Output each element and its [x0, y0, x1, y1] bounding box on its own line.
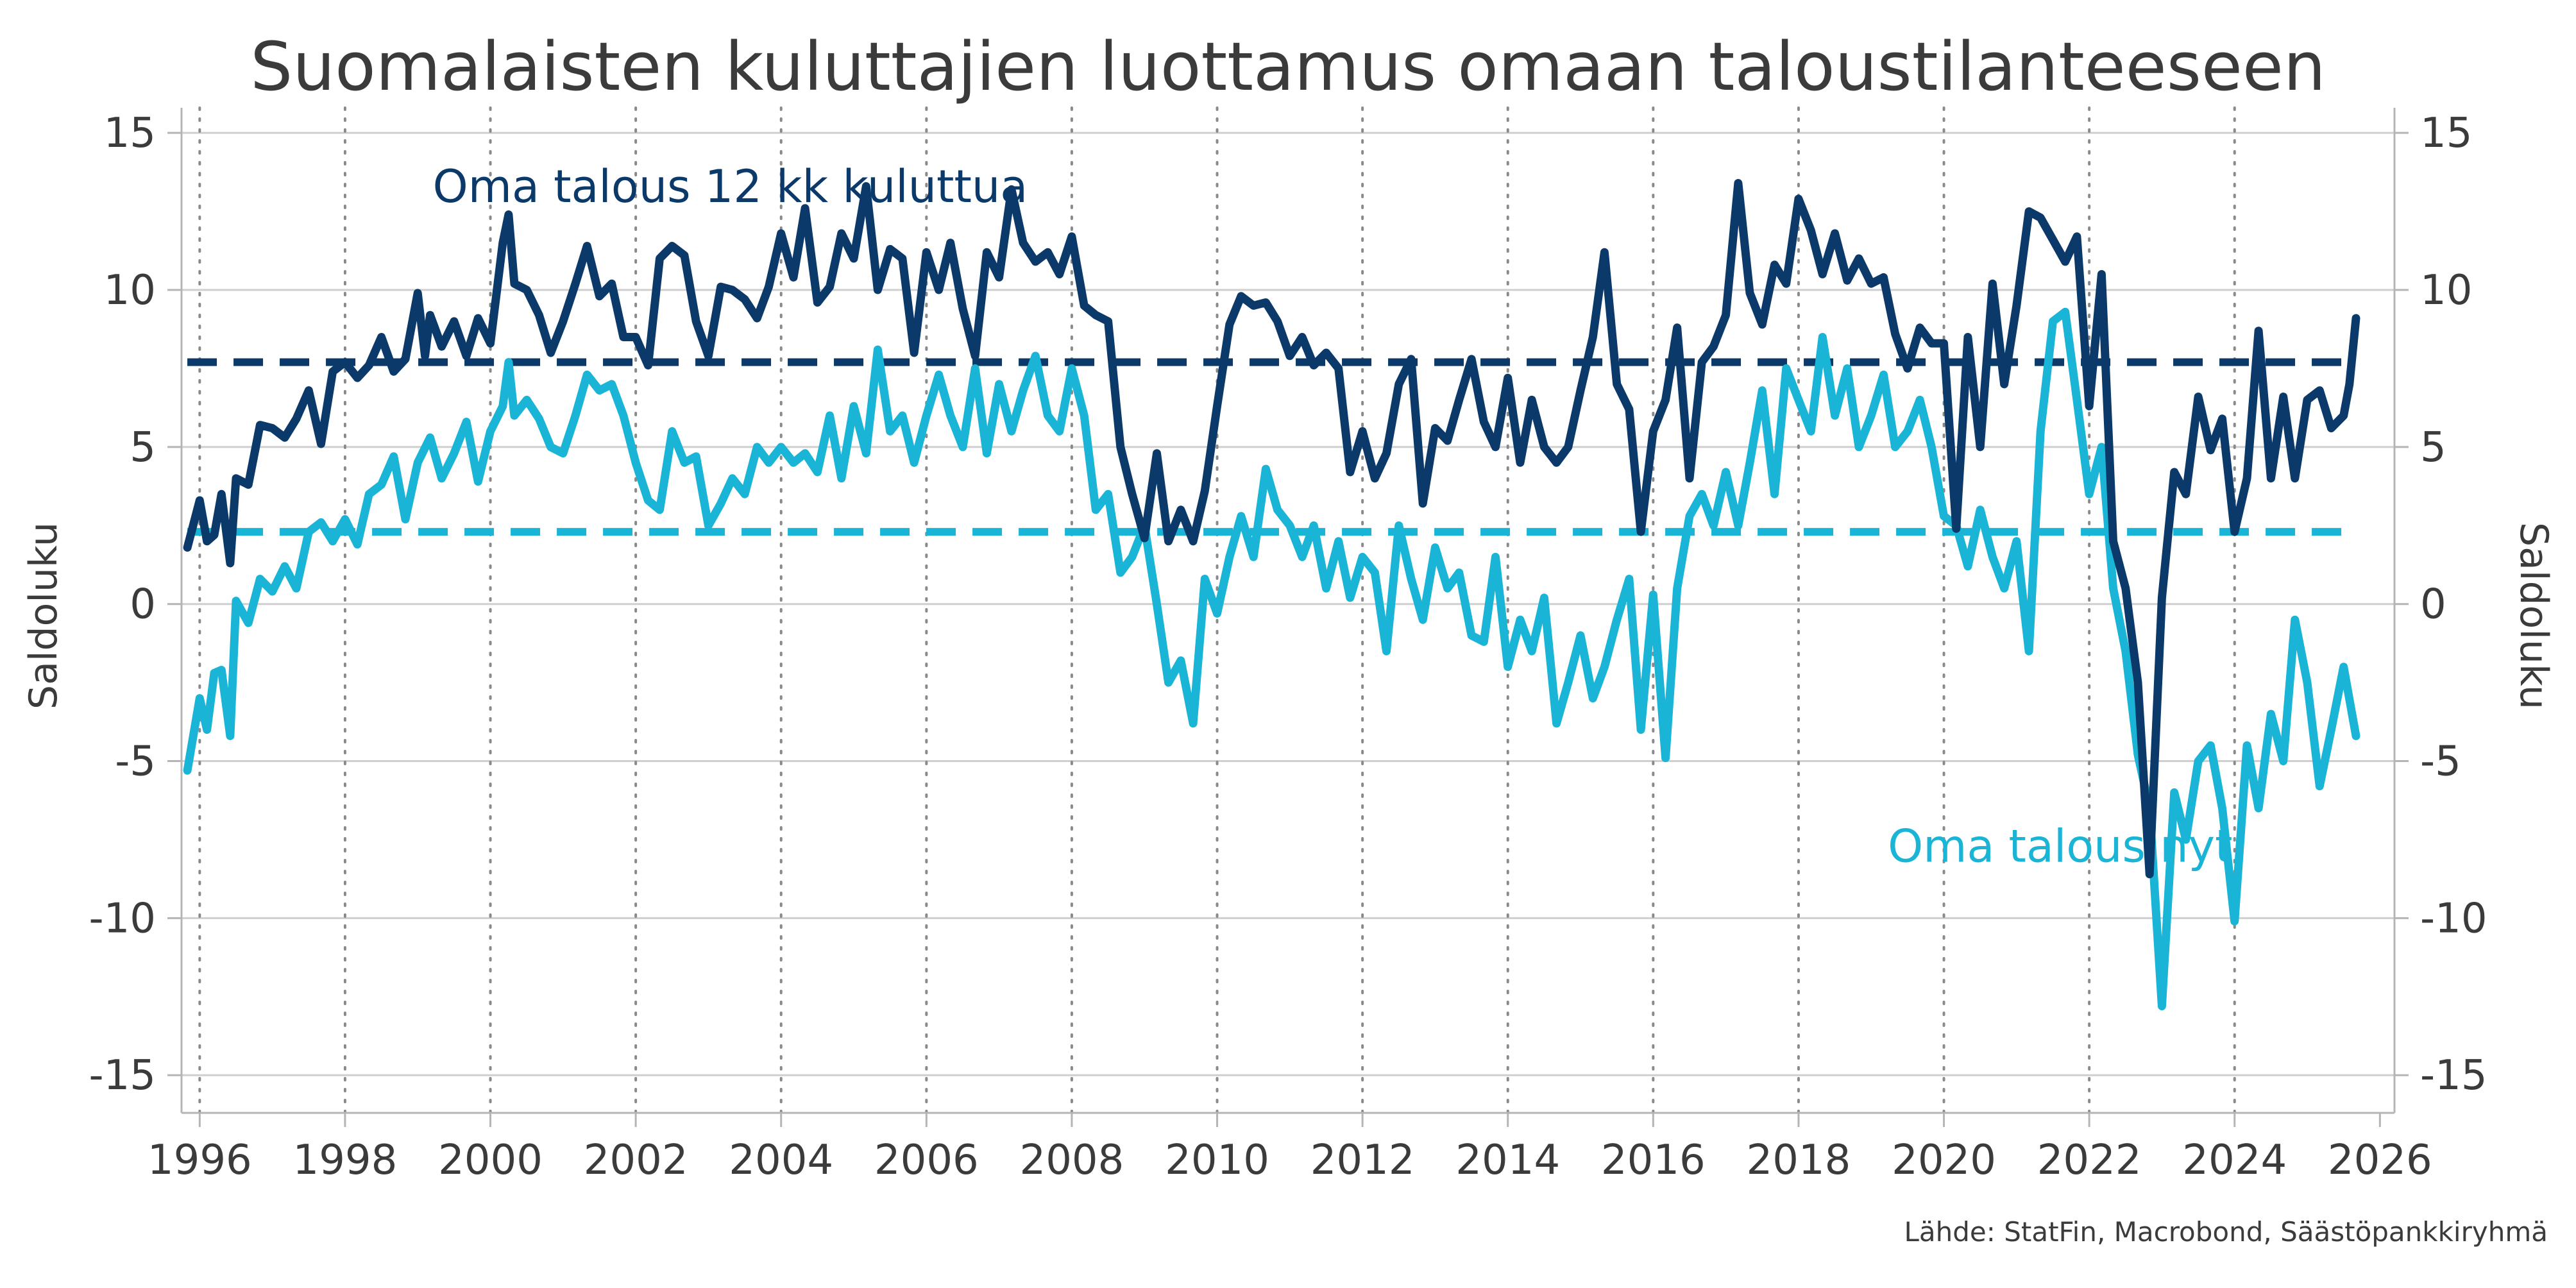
series-line-2	[183, 307, 2360, 1010]
x-tick-label: 2004	[729, 1137, 833, 1184]
x-tick-label: 1996	[148, 1137, 252, 1184]
x-tick-label: 2016	[1601, 1137, 1706, 1184]
y-tick-label-right: 10	[2420, 267, 2472, 314]
x-tick-label: 2008	[1019, 1137, 1124, 1184]
x-tick-label: 2002	[584, 1137, 688, 1184]
y-tick-label-left: -10	[89, 895, 156, 942]
series-label-1: Oma talous 12 kk kuluttua	[433, 160, 1028, 213]
average-lines	[187, 358, 2356, 536]
series-line-1	[183, 179, 2360, 879]
y-tick-label-right: 0	[2420, 581, 2446, 629]
series-labels: Oma talous 12 kk kuluttua Oma talous nyt	[433, 160, 2233, 872]
y-tick-label-right: 15	[2420, 110, 2472, 157]
y-tick-label-right: -15	[2420, 1052, 2487, 1099]
source-note: Lähde: StatFin, Macrobond, Säästöpankkir…	[1904, 1216, 2548, 1248]
y-tick-label-left: 15	[104, 110, 156, 157]
x-tick-label: 2018	[1746, 1137, 1851, 1184]
y-tick-label-left: 0	[130, 581, 156, 629]
x-tick-label: 2024	[2182, 1137, 2287, 1184]
series-label-2: Oma talous nyt	[1888, 820, 2232, 872]
y-tick-label-right: -5	[2420, 738, 2461, 786]
y-axis-label-right: Saldoluku	[2511, 522, 2556, 709]
y-axis-label-left: Saldoluku	[21, 522, 66, 709]
y-tick-label-left: 10	[104, 267, 156, 314]
axes: -15 -15 -10 -10 -5 -5 0 0 5 5 10 10 15 15 1996 1998 2000…	[89, 108, 2487, 1184]
grid	[182, 106, 2394, 1114]
y-tick-label-right: 5	[2420, 424, 2446, 471]
x-tick-label: 2020	[1892, 1137, 1996, 1184]
x-tick-label: 2026	[2328, 1137, 2432, 1184]
x-tick-label: 2014	[1455, 1137, 1560, 1184]
x-tick-label: 2010	[1165, 1137, 1269, 1184]
series	[183, 179, 2360, 1010]
y-tick-label-left: 5	[130, 424, 156, 471]
y-tick-label-left: -15	[89, 1052, 156, 1099]
x-tick-label: 2012	[1310, 1137, 1415, 1184]
x-tick-label: 2022	[2037, 1137, 2142, 1184]
chart-title: Suomalaisten kuluttajien luottamus omaan…	[250, 28, 2326, 106]
y-tick-label-right: -10	[2420, 895, 2487, 942]
x-tick-label: 2000	[438, 1137, 543, 1184]
x-tick-label: 1998	[292, 1137, 397, 1184]
y-tick-label-left: -5	[115, 738, 156, 786]
x-tick-label: 2006	[874, 1137, 979, 1184]
